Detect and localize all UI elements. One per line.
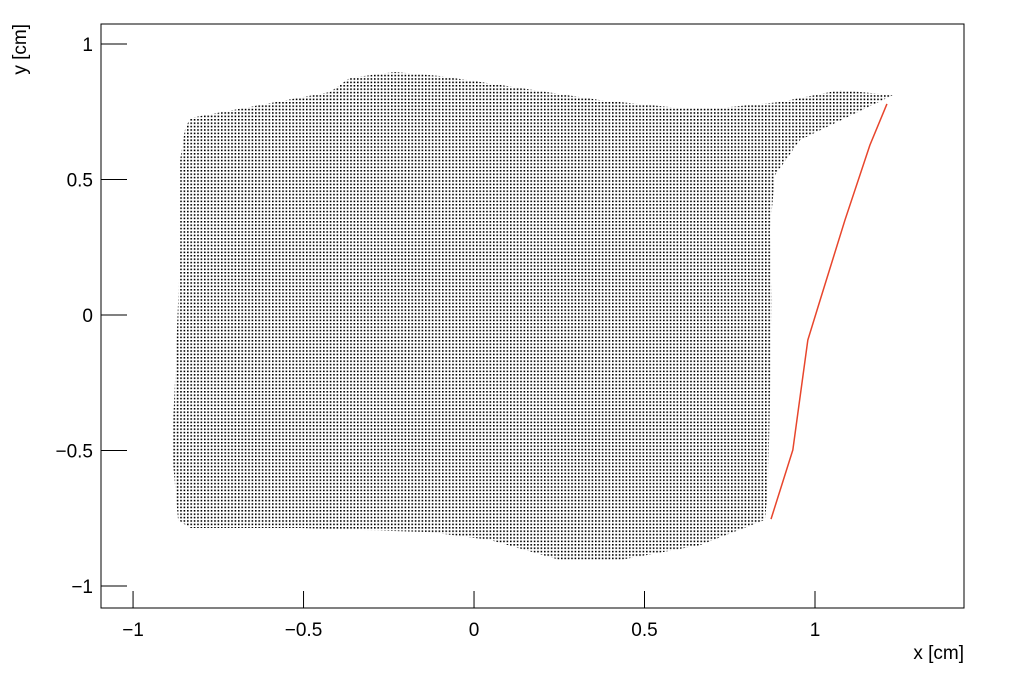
x-tick-label: 1 xyxy=(810,620,821,641)
point-cloud xyxy=(171,71,894,561)
plot-frame xyxy=(100,23,965,609)
x-tick-label: −0.5 xyxy=(285,620,323,641)
y-tick-label: −0.5 xyxy=(55,442,93,463)
y-axis-title: y [cm] xyxy=(10,24,31,75)
trajectory-line xyxy=(770,103,888,520)
x-tick-label: 0 xyxy=(469,620,480,641)
x-tick-label: −1 xyxy=(122,620,144,641)
y-tick-label: 0.5 xyxy=(67,171,93,192)
x-tick-label: 0.5 xyxy=(631,620,657,641)
y-tick-label: 1 xyxy=(82,35,93,56)
y-tick-label: 0 xyxy=(82,306,93,327)
y-tick-label: −1 xyxy=(71,577,93,598)
x-axis-title: x [cm] xyxy=(913,643,964,664)
